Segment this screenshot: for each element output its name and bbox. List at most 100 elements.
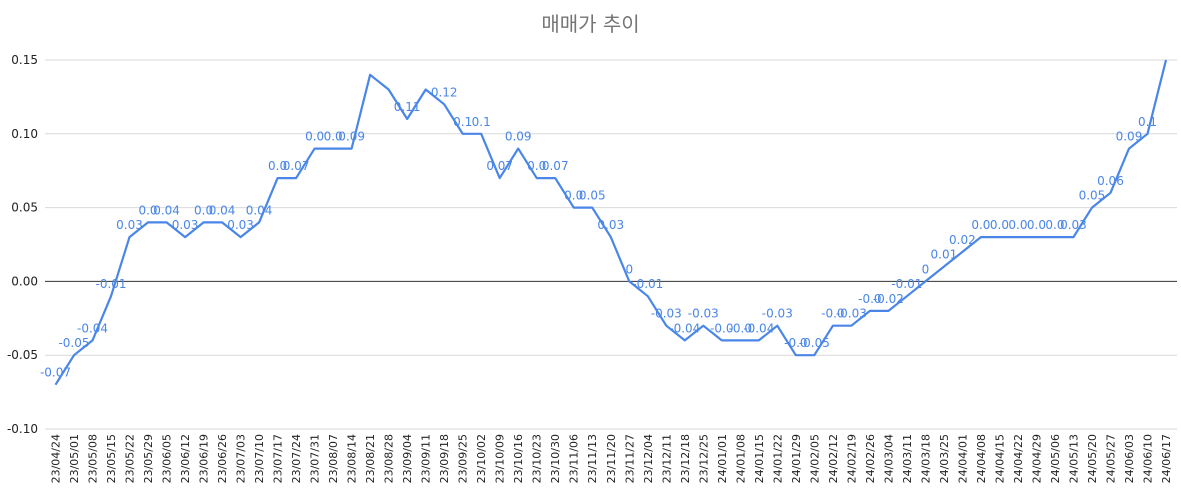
data-label: 0.07 [542, 159, 569, 173]
data-label: 0.09 [338, 130, 365, 144]
x-tick-label: 23/09/11 [420, 434, 433, 483]
x-tick-label: 23/07/10 [253, 434, 266, 483]
x-tick-label: 23/12/18 [679, 434, 692, 483]
data-label: -0.05 [799, 336, 830, 350]
data-label: 0.02 [949, 233, 976, 247]
x-tick-label: 24/04/01 [956, 434, 969, 483]
data-label: 0.03 [172, 218, 199, 232]
data-label: 0 [625, 262, 633, 276]
x-tick-label: 24/03/18 [919, 434, 932, 483]
data-label: -0.04 [743, 321, 774, 335]
data-label: -0.04 [669, 321, 700, 335]
data-label: 0.0 [564, 189, 583, 203]
x-tick-label: 23/09/18 [438, 434, 451, 483]
data-label: 0.04 [246, 203, 273, 217]
x-tick-label: 24/06/03 [1123, 434, 1136, 483]
data-label: -0.03 [762, 307, 793, 321]
data-label: -0.0 [784, 336, 807, 350]
x-tick-label: 24/02/19 [845, 434, 858, 483]
data-label: -0.04 [77, 321, 108, 335]
x-tick-label: 23/05/15 [105, 434, 118, 483]
x-tick-label: 24/01/15 [753, 434, 766, 483]
x-tick-label: 24/06/10 [1141, 434, 1154, 483]
x-tick-label: 23/08/14 [346, 434, 359, 483]
x-tick-label: 24/02/12 [827, 434, 840, 483]
data-label: 0.07 [283, 159, 310, 173]
x-tick-label: 23/09/25 [457, 434, 470, 483]
data-label: 0.1 [1138, 115, 1157, 129]
x-tick-label: 23/06/26 [216, 434, 229, 483]
data-label: 0.05 [579, 189, 606, 203]
x-tick-label: 23/06/19 [198, 434, 211, 483]
series-line [54, 59, 1168, 386]
y-tick-label: 0.05 [11, 201, 38, 215]
x-tick-label: 23/11/06 [568, 434, 581, 483]
data-label: 0.12 [431, 85, 458, 99]
x-tick-label: 23/05/01 [68, 434, 81, 483]
x-tick-label: 23/07/31 [309, 434, 322, 483]
x-tick-label: 24/01/22 [771, 434, 784, 483]
data-label: 0.0 [324, 130, 343, 144]
data-label: -0.05 [58, 336, 89, 350]
x-tick-label: 24/06/17 [1160, 434, 1173, 483]
data-label: 0.03 [227, 218, 254, 232]
x-tick-label: 23/11/13 [586, 434, 599, 483]
data-label: 0.04 [153, 203, 180, 217]
x-tick-label: 24/01/01 [716, 434, 729, 483]
data-label: 0.0 [1045, 218, 1064, 232]
x-tick-label: 24/04/29 [1030, 434, 1043, 483]
x-tick-label: 23/11/20 [605, 434, 618, 483]
data-label: 0 [922, 262, 930, 276]
data-label: 0.03 [1060, 218, 1087, 232]
data-label: 0.03 [116, 218, 143, 232]
x-tick-label: 23/06/05 [161, 434, 174, 483]
x-tick-label: 23/10/23 [531, 434, 544, 483]
data-label: 0.05 [1079, 189, 1106, 203]
data-label: -0.01 [95, 277, 126, 291]
y-tick-label: 0.10 [11, 127, 38, 141]
x-tick-label: 24/01/08 [734, 434, 747, 483]
data-label: 0.0 [1008, 218, 1027, 232]
data-label: 0.07 [486, 159, 513, 173]
data-label: 0.0 [268, 159, 287, 173]
data-label: -0.0 [821, 307, 844, 321]
y-tick-label: 0.15 [11, 53, 38, 67]
x-tick-label: 23/08/07 [327, 434, 340, 483]
x-tick-label: 23/05/29 [142, 434, 155, 483]
y-tick-label: -0.05 [7, 348, 38, 362]
x-tick-label: 23/07/17 [272, 434, 285, 483]
x-tick-label: 24/05/27 [1104, 434, 1117, 483]
y-tick-label: -0.10 [7, 422, 38, 436]
x-tick-label: 23/05/22 [124, 434, 137, 483]
x-tick-label: 23/08/21 [364, 434, 377, 483]
data-label: 0.01 [931, 248, 958, 262]
x-tick-label: 24/03/04 [882, 434, 895, 483]
x-tick-label: 23/10/02 [475, 434, 488, 483]
chart-title: 매매가 추이 [541, 12, 640, 36]
data-label: 0.03 [597, 218, 624, 232]
x-tick-label: 23/10/30 [549, 434, 562, 483]
data-label: -0.01 [891, 277, 922, 291]
data-label: 0.0 [971, 218, 990, 232]
y-tick-label: 0.00 [11, 274, 38, 288]
data-label: 0.11 [394, 100, 421, 114]
data-label: 0.0 [527, 159, 546, 173]
data-label: 0.1 [472, 115, 491, 129]
x-tick-label: 23/12/04 [642, 434, 655, 483]
data-label: 0.1 [453, 115, 472, 129]
data-label: -0.03 [651, 307, 682, 321]
x-tick-label: 23/07/24 [290, 434, 303, 483]
data-label: -0.07 [40, 366, 71, 380]
data-label: 0.09 [1116, 130, 1143, 144]
data-label: -0.03 [836, 307, 867, 321]
x-tick-label: 24/04/08 [975, 434, 988, 483]
x-tick-label: 24/04/15 [993, 434, 1006, 483]
x-tick-label: 24/02/05 [808, 434, 821, 483]
x-tick-label: 24/05/13 [1067, 434, 1080, 483]
data-label: 0.0 [138, 203, 157, 217]
data-label: 0.04 [209, 203, 236, 217]
data-label: -0.01 [632, 277, 663, 291]
x-tick-label: 24/05/06 [1049, 434, 1062, 483]
